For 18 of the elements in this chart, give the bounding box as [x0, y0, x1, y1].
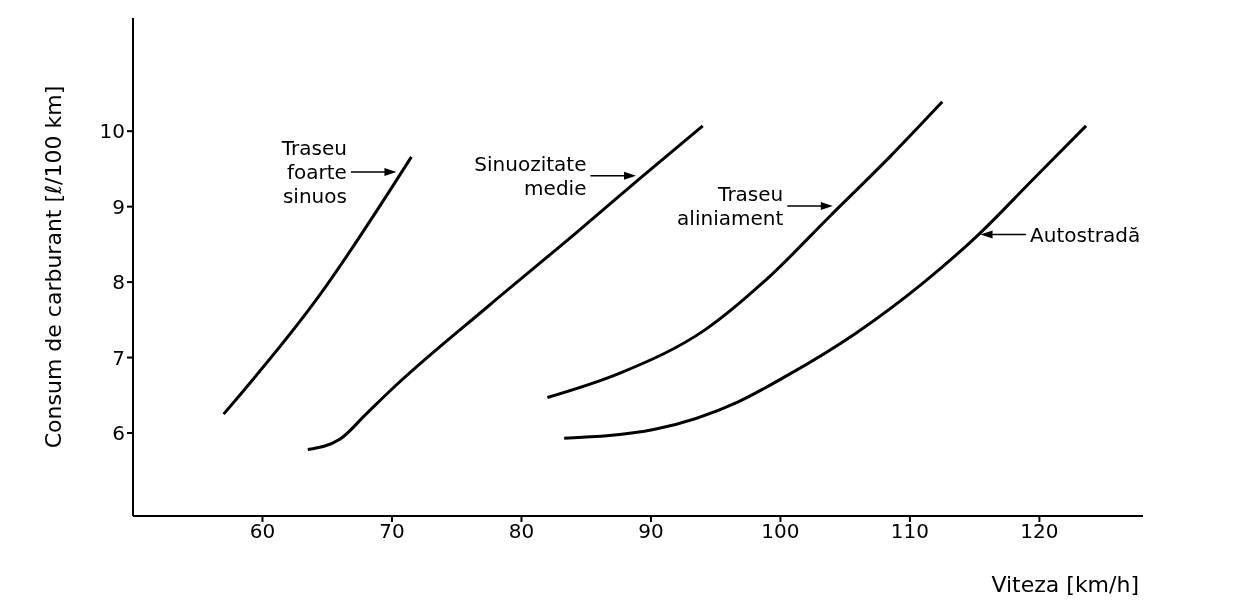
x-tick-label: 120 — [1020, 519, 1059, 544]
y-tick-label: 8 — [112, 270, 125, 295]
x-tick-label: 60 — [249, 519, 276, 544]
x-tick-label: 70 — [379, 519, 405, 544]
y-axis-title: Consum de carburant [ℓ/100 km] — [40, 85, 66, 449]
x-tick-label: 80 — [508, 519, 535, 544]
annotation: Traseu foarte sinuos — [280, 135, 347, 208]
x-tick-label: 100 — [761, 519, 800, 544]
y-tick-label: 9 — [112, 194, 125, 219]
x-tick-label: 110 — [890, 519, 930, 544]
annotation: Traseu aliniament — [677, 181, 784, 230]
annotation: Autostradă — [1030, 222, 1141, 247]
x-axis-title: Viteza [km/h] — [991, 572, 1139, 597]
x-tick-label: 90 — [638, 519, 664, 544]
annotation: Sinuozitate medie — [474, 151, 587, 200]
y-tick-label: 10 — [99, 119, 125, 144]
y-tick-label: 7 — [112, 345, 125, 370]
y-tick-label: 6 — [112, 421, 125, 446]
